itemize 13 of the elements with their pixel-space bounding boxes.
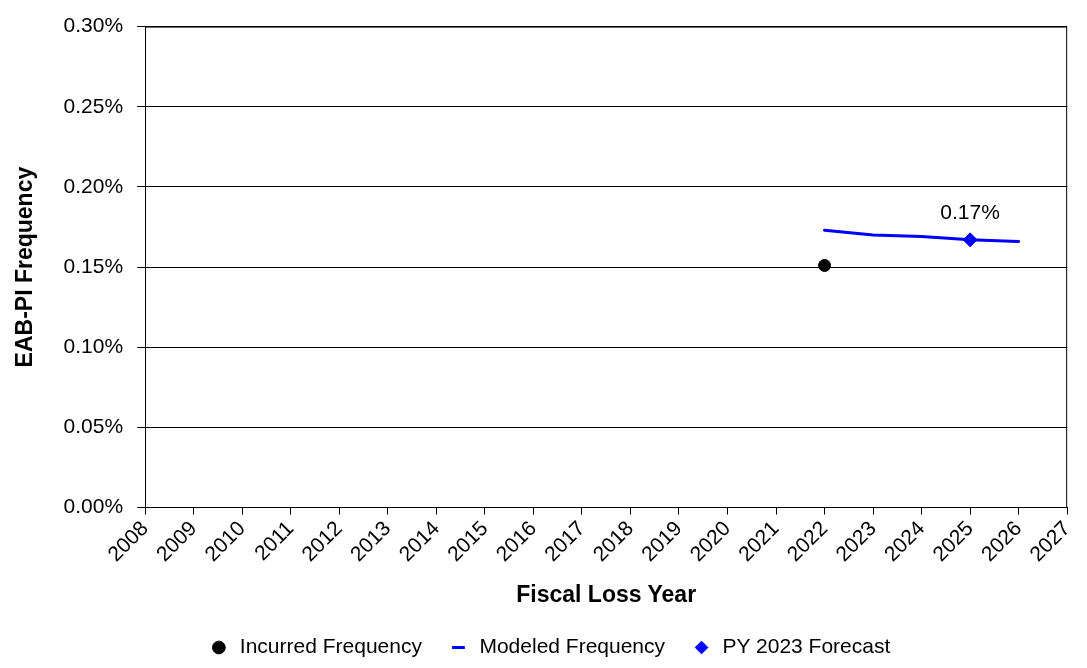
y-tick-label: 0.10% [63,334,124,358]
legend-label: Modeled Frequency [479,634,666,658]
y-axis-title: EAB-PI Frequency [11,166,38,368]
data-label: 0.17% [940,200,1000,224]
y-tick-label: 0.05% [63,414,124,438]
y-tick-label: 0.15% [63,253,124,277]
legend-label: PY 2023 Forecast [722,634,891,658]
y-tick-label: 0.30% [63,13,124,37]
legend-label: Incurred Frequency [239,634,423,658]
y-tick-label: 0.20% [63,173,124,197]
y-tick-label: 0.25% [63,93,124,117]
y-tick-label: 0.00% [63,494,124,518]
x-axis-title: Fiscal Loss Year [516,580,697,607]
